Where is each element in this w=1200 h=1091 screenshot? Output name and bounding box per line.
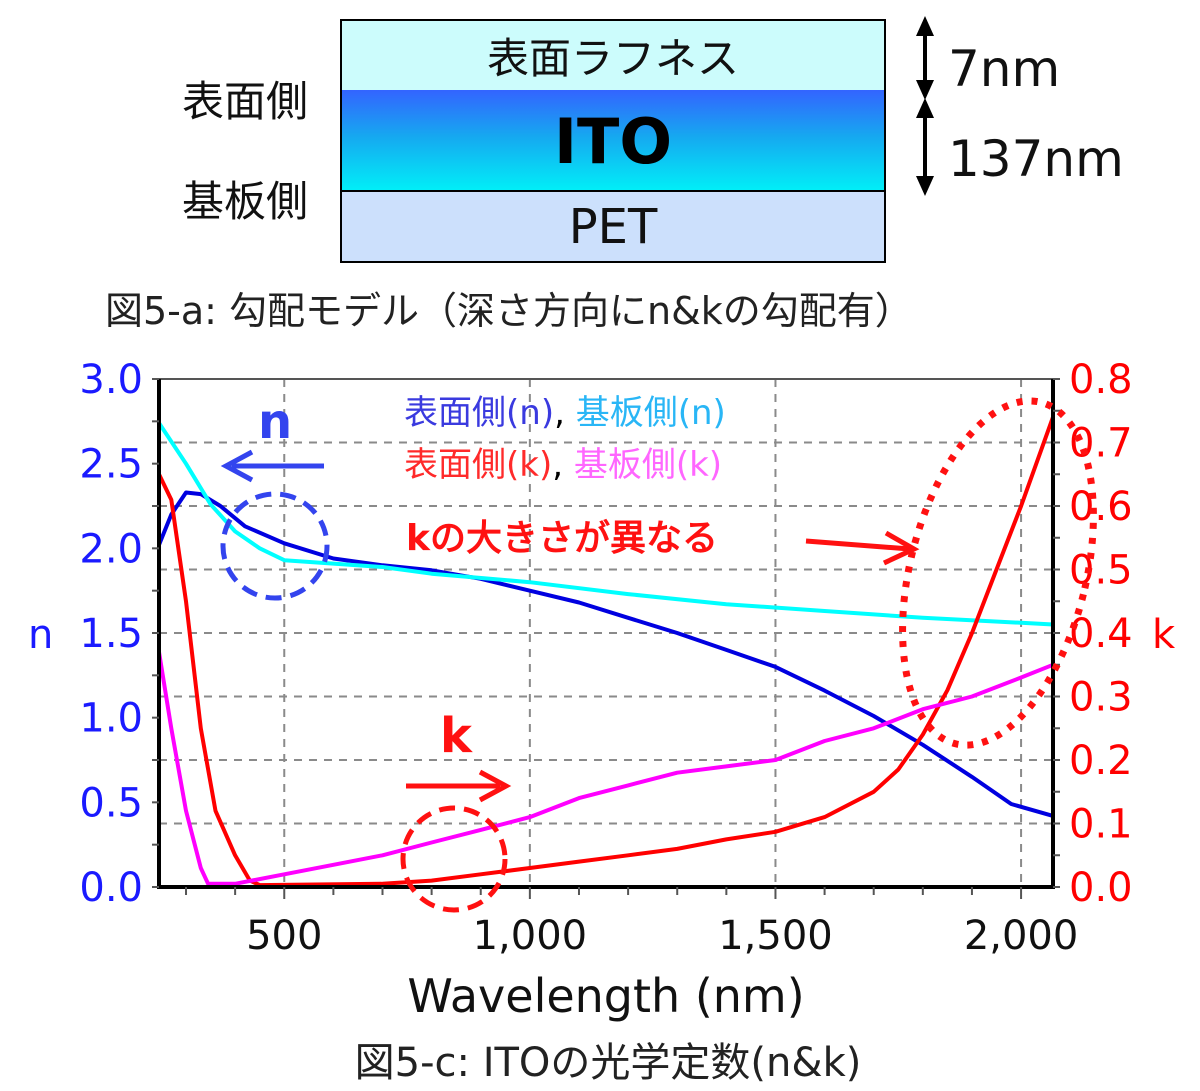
surface-side-label: 表面側 <box>182 77 309 126</box>
y2-tick-label: 0.3 <box>1069 675 1133 721</box>
layer-label: ITO <box>553 105 673 178</box>
model-caption: 図5-a: 勾配モデル（深さ方向にn&kの勾配有） <box>105 289 913 333</box>
grid <box>159 379 1053 887</box>
y-tick-label: 1.0 <box>79 696 143 742</box>
roughness-thickness-arrow-icon <box>916 16 934 100</box>
substrate-side-label: 基板側 <box>182 177 309 226</box>
k-highlight-circle <box>400 805 508 913</box>
legend-surface-k: 表面側(k) <box>404 445 552 485</box>
y-tick-label: 2.0 <box>79 526 143 572</box>
curves <box>157 416 1055 888</box>
layer-label: 表面ラフネス <box>486 34 739 83</box>
ito-thickness-arrow-icon <box>916 98 934 196</box>
pointer-arrow-icon <box>805 530 920 566</box>
chart-caption: 図5-c: ITOの光学定数(n&k) <box>355 1040 862 1086</box>
x-axis-title: Wavelength (nm) <box>407 969 804 1023</box>
y2-tick-label: 0.6 <box>1069 484 1133 530</box>
left-arrow-icon <box>220 449 324 483</box>
y-tick-label: 3.0 <box>79 357 143 403</box>
y2-tick-label: 0.0 <box>1069 865 1133 911</box>
y-tick-label: 0.5 <box>79 780 143 826</box>
x-tick-label: 1,500 <box>718 913 833 959</box>
y2-axis-title: k <box>1152 612 1176 658</box>
ito-thickness: 137nm <box>948 130 1124 188</box>
k-annotation-label: k <box>440 708 473 764</box>
roughness-thickness: 7nm <box>948 40 1061 98</box>
x-tick-label: 2,000 <box>964 913 1079 959</box>
y2-tick-label: 0.5 <box>1069 548 1133 594</box>
layer-surface-roughness: 表面ラフネス <box>340 19 886 92</box>
series-line <box>157 651 1054 886</box>
layer-pet: PET <box>340 190 886 263</box>
y2-tick-label: 0.7 <box>1069 421 1133 467</box>
legend-line-1: 表面側(n), 基板側(n) <box>404 393 726 433</box>
layer-ito: ITO <box>340 90 886 193</box>
legend-substrate-n: 基板側(n) <box>576 393 726 433</box>
n-annotation-label: n <box>258 394 292 450</box>
y2-tick-label: 0.2 <box>1069 738 1133 784</box>
k-difference-note: kの大きさが異なる <box>406 518 718 559</box>
series-line <box>157 490 1054 818</box>
k-difference-ellipse <box>899 397 1097 749</box>
y-tick-label: 2.5 <box>79 442 143 488</box>
thickness-arrows <box>916 16 934 196</box>
y-axis-title: n <box>28 612 53 658</box>
n-highlight-circle <box>220 491 330 601</box>
layer-label: PET <box>568 198 658 255</box>
series-line <box>157 421 1054 627</box>
legend-sep: , <box>552 445 574 485</box>
ticks: 0.0 0.5 1.0 1.5 2.0 2.5 3.0 0.0 0.1 0.2 0.3 0.4 0.5 0… <box>79 357 1132 959</box>
y2-tick-label: 0.8 <box>1069 357 1133 403</box>
x-tick-label: 1,000 <box>473 913 588 959</box>
y-tick-label: 0.0 <box>79 865 143 911</box>
x-tick-label: 500 <box>246 913 322 959</box>
legend-surface-n: 表面側(n) <box>404 393 554 433</box>
y2-tick-label: 0.4 <box>1069 611 1133 657</box>
legend-substrate-k: 基板側(k) <box>574 445 722 485</box>
right-arrow-icon <box>406 769 512 803</box>
y-tick-label: 1.5 <box>79 611 143 657</box>
y2-tick-label: 0.1 <box>1069 802 1133 848</box>
series-line <box>157 416 1055 888</box>
legend-sep: , <box>554 393 576 433</box>
legend-line-2: 表面側(k), 基板側(k) <box>404 445 722 485</box>
